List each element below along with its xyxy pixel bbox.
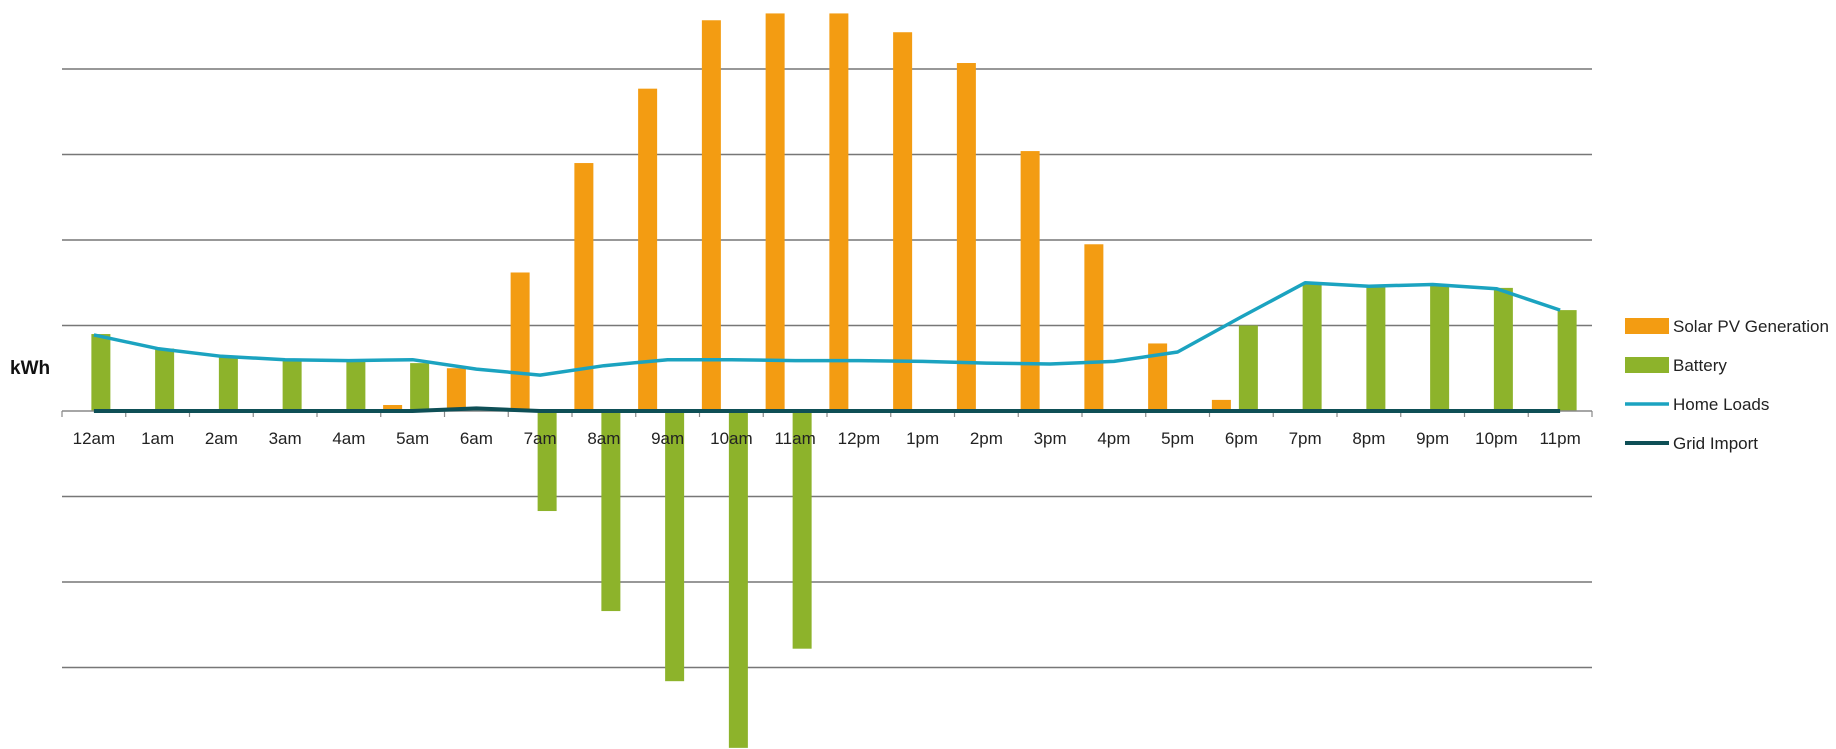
x-tick-label: 2pm (970, 429, 1003, 448)
battery-bar-8pm (1366, 285, 1386, 411)
battery-bar-4am (346, 361, 366, 411)
x-tick-label: 5am (396, 429, 429, 448)
legend-label-grid-import: Grid Import (1673, 434, 1758, 453)
battery-bar-11pm (1557, 310, 1577, 411)
x-tick-label: 3pm (1034, 429, 1067, 448)
grid-import-line (93, 406, 1561, 413)
solar-bar-5pm (1148, 343, 1168, 411)
battery-bar-7am (537, 411, 557, 512)
battery-bar-7pm (1302, 282, 1322, 411)
legend-label-home-loads: Home Loads (1673, 395, 1769, 414)
x-tick-label: 6pm (1225, 429, 1258, 448)
x-tick-label: 10am (710, 429, 753, 448)
x-tick-label: 4pm (1097, 429, 1130, 448)
x-tick-labels: 12am 1am 2am 3am 4am 5am 6am 7am 8am 9am 10am 11am 1… (73, 429, 1581, 448)
x-tick-label: 10pm (1475, 429, 1518, 448)
gridlines (62, 68, 1592, 669)
y-axis-label: kWh (10, 358, 50, 379)
solar-bar-1pm (893, 32, 913, 412)
legend-label-solar-pv-generation: Solar PV Generation (1673, 317, 1829, 336)
solar-bar-4pm (1084, 244, 1104, 411)
x-tick-label: 12pm (838, 429, 881, 448)
solar-bar-8am (574, 163, 594, 411)
x-tick-label: 5pm (1161, 429, 1194, 448)
battery-bar-2am (218, 357, 238, 411)
x-tick-label: 11am (774, 429, 815, 448)
legend-swatch-battery (1625, 357, 1669, 373)
solar-bar-2pm (956, 63, 976, 411)
solar-bar-9am (638, 88, 658, 411)
solar-bar-10am (701, 20, 721, 411)
x-tick-label: 8pm (1352, 429, 1385, 448)
battery-bar-6pm (1238, 325, 1258, 411)
battery-bar-12am (91, 334, 111, 411)
solar-bar-11am (765, 13, 785, 412)
legend-swatch-solar-pv-generation (1625, 318, 1669, 334)
x-tick-label: 8am (587, 429, 620, 448)
solar-bar-3pm (1020, 151, 1040, 411)
x-tick-label: 1am (141, 429, 174, 448)
battery-bar-3am (282, 360, 302, 411)
x-tick-label: 3am (269, 429, 302, 448)
x-tick-label: 2am (205, 429, 238, 448)
solar-bar-5am (383, 405, 403, 411)
x-tick-label: 7pm (1289, 429, 1322, 448)
battery-bar-9am (665, 411, 685, 682)
battery-bar-10am (728, 411, 748, 748)
solar-bar-7am (510, 272, 530, 411)
x-tick-label: 6am (460, 429, 493, 448)
battery-bar-10pm (1493, 287, 1513, 411)
solar-bar-6am (446, 368, 466, 411)
battery-bar-8am (601, 411, 621, 612)
solar-bar-6pm (1211, 399, 1231, 411)
x-tick-label: 4am (332, 429, 365, 448)
bars (91, 13, 1577, 748)
series-lines (93, 281, 1561, 413)
battery-bar-5am (410, 363, 430, 411)
solar-bar-12pm (829, 13, 849, 412)
x-tick-label: 1pm (906, 429, 939, 448)
legend-label-battery: Battery (1673, 356, 1727, 375)
x-tick-label: 12am (73, 429, 116, 448)
x-tick-label: 11pm (1539, 429, 1580, 448)
battery-bar-9pm (1430, 285, 1450, 411)
x-tick-label: 7am (524, 429, 557, 448)
legend: Solar PV Generation Battery Home Loads Grid… (1625, 317, 1829, 453)
battery-bar-11am (792, 411, 812, 649)
x-tick-label: 9am (651, 429, 684, 448)
home-loads-line (93, 281, 1561, 377)
battery-bar-1am (155, 348, 175, 411)
x-tick-label: 9pm (1416, 429, 1449, 448)
